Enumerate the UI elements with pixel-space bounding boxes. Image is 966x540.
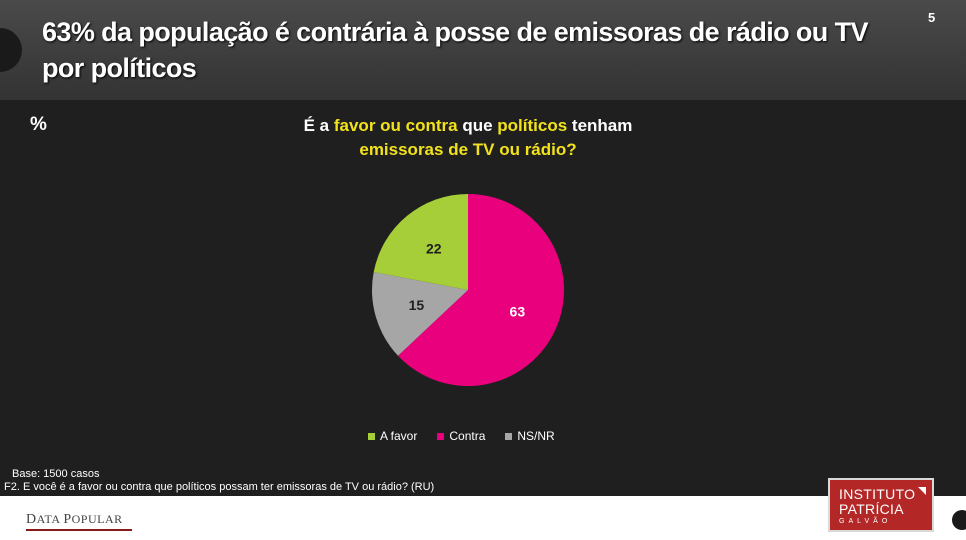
question-footnote: F2. E você é a favor ou contra que polít… (4, 481, 435, 493)
logo-line: PATRÍCIA (839, 501, 904, 517)
page-number: 5 (928, 10, 936, 25)
legend-label: NS/NR (517, 429, 555, 443)
logo-letters: ATA (36, 512, 64, 526)
logo-line: GALVÃO (839, 518, 892, 525)
question-highlight: emissoras de TV ou rádio? (359, 140, 577, 159)
logo-letter: D (26, 512, 37, 527)
question-part: É a (303, 116, 334, 135)
decorative-circle (952, 510, 966, 530)
logo-corner-mark (918, 487, 926, 495)
unit-label: % (30, 114, 47, 135)
legend-label: A favor (380, 429, 418, 443)
chart-question: É a favor ou contra que políticos tenham… (200, 114, 736, 162)
legend-swatch (505, 432, 513, 440)
sample-base: Base: 1500 casos (12, 468, 100, 480)
legend-label: Contra (449, 429, 486, 443)
legend-item-ns-nr: NS/NR (505, 429, 555, 443)
question-part: que (457, 116, 498, 135)
pie-slice-a-favor (373, 194, 468, 290)
page-title: 63% da população é contrária à posse de … (42, 17, 868, 83)
logo-letter: P (63, 512, 72, 527)
question-highlight: favor ou contra (333, 116, 458, 135)
legend-item-contra: Contra (437, 429, 485, 443)
question-highlight: políticos (497, 116, 568, 135)
logo-line: INSTITUTO (839, 486, 916, 502)
pie-chart: 63 15 22 (372, 194, 564, 386)
pie-slice-contra (398, 194, 564, 386)
question-part: tenham (567, 116, 633, 135)
logo-underline (26, 529, 132, 531)
footer: DATA POPULAR (0, 496, 966, 540)
legend-swatch (437, 432, 445, 440)
data-label-a-favor: 22 (426, 241, 442, 257)
data-label-ns-nr: 15 (409, 297, 425, 313)
logo-letters: OPULAR (71, 512, 123, 526)
pie-slice-ns-nr (372, 272, 468, 356)
legend-item-a-favor: A favor (368, 429, 417, 443)
legend-swatch (368, 432, 375, 440)
data-popular-logo: DATA POPULAR (26, 512, 123, 528)
data-label-contra: 63 (510, 303, 526, 319)
instituto-patricia-galvao-logo: INSTITUTO PATRÍCIA GALVÃO (828, 478, 934, 532)
chart-legend: A favor Contra NS/NR (368, 428, 628, 444)
header-bar: 63% da população é contrária à posse de … (0, 0, 966, 100)
decorative-circle (0, 28, 22, 72)
